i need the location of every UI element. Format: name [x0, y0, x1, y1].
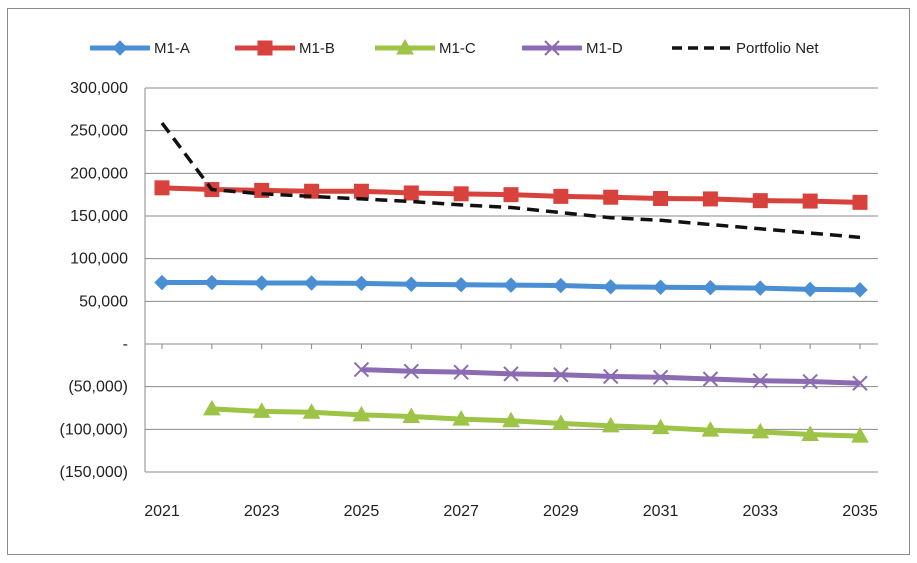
data-point-m1-a	[752, 280, 768, 296]
data-point-m1-a	[802, 281, 818, 298]
data-point-m1-c	[751, 422, 770, 439]
data-point-m1-c	[701, 421, 720, 437]
legend-marker-m1-b	[257, 40, 273, 56]
data-point-m1-a	[204, 274, 220, 291]
data-point-m1-b	[603, 189, 619, 205]
data-point-m1-b	[353, 183, 369, 199]
data-point-m1-d	[453, 364, 469, 380]
data-point-m1-d	[652, 369, 669, 385]
data-point-m1-c	[551, 414, 570, 430]
data-point-m1-b	[802, 193, 818, 209]
data-point-m1-a	[154, 274, 170, 291]
x-tick-label: 2033	[742, 503, 778, 520]
data-point-m1-c	[252, 402, 271, 418]
data-point-m1-d	[603, 368, 619, 385]
y-tick-label: 150,000	[70, 208, 128, 225]
data-point-m1-a	[852, 282, 868, 298]
data-point-m1-c	[402, 407, 421, 424]
data-point-m1-a	[353, 275, 370, 292]
data-point-m1-a	[254, 275, 270, 291]
legend-marker-m1-a	[112, 40, 128, 56]
data-point-m1-d	[553, 367, 569, 383]
y-tick-label: -	[123, 336, 128, 353]
data-point-m1-a	[503, 277, 519, 293]
data-point-m1-b	[702, 191, 718, 207]
y-tick-label: (100,000)	[60, 421, 129, 438]
data-point-m1-c	[302, 403, 321, 419]
y-tick-label: 250,000	[70, 123, 128, 140]
legend-marker-m1-d	[544, 40, 560, 56]
data-point-m1-c	[352, 405, 371, 422]
data-point-m1-a	[702, 279, 719, 296]
series-line-portfolio-net	[160, 121, 861, 240]
data-point-m1-a	[603, 279, 619, 295]
data-point-m1-d	[852, 375, 868, 391]
series-line-m1-c	[211, 406, 861, 439]
data-point-m1-a	[403, 276, 419, 292]
data-point-m1-a	[303, 275, 320, 291]
legend-label-portfolio-net: Portfolio Net	[736, 40, 819, 57]
data-point-m1-b	[154, 180, 170, 196]
legend-label-m1-d: M1-D	[586, 40, 623, 57]
data-point-m1-d	[702, 371, 719, 387]
data-point-m1-c	[202, 399, 221, 416]
data-point-m1-c	[801, 425, 820, 441]
data-point-m1-b	[852, 194, 868, 210]
legend-marker-m1-c	[396, 38, 414, 55]
data-point-m1-b	[453, 186, 469, 202]
x-tick-label: 2029	[543, 503, 579, 520]
data-point-m1-c	[452, 410, 471, 426]
y-tick-label: 300,000	[70, 80, 128, 97]
y-tick-label: 200,000	[70, 165, 128, 182]
y-tick-label: (150,000)	[60, 464, 129, 481]
data-point-m1-a	[453, 276, 469, 293]
data-point-m1-b	[553, 188, 569, 204]
data-point-m1-d	[403, 363, 419, 380]
legend-label-m1-c: M1-C	[439, 40, 476, 57]
data-point-m1-b	[503, 187, 519, 203]
y-tick-label: 50,000	[79, 293, 128, 310]
legend-label-m1-a: M1-A	[154, 40, 190, 57]
data-point-m1-c	[502, 411, 520, 428]
legend-label-m1-b: M1-B	[299, 40, 335, 57]
y-tick-label: 100,000	[70, 251, 128, 268]
data-point-m1-d	[503, 366, 519, 382]
x-tick-label: 2021	[144, 503, 180, 520]
data-point-m1-a	[652, 279, 669, 295]
data-point-m1-d	[752, 372, 768, 389]
data-point-m1-b	[403, 185, 419, 201]
data-point-m1-c	[851, 427, 869, 443]
x-tick-label: 2027	[443, 503, 479, 520]
x-tick-label: 2025	[344, 503, 380, 520]
data-point-m1-b	[653, 191, 669, 207]
x-tick-label: 2023	[244, 503, 280, 520]
x-tick-label: 2035	[842, 503, 878, 520]
data-point-m1-a	[553, 277, 569, 294]
data-point-m1-d	[353, 361, 370, 378]
data-point-m1-c	[601, 416, 620, 433]
y-tick-label: (50,000)	[68, 379, 128, 396]
data-point-m1-d	[802, 373, 818, 390]
data-point-m1-c	[651, 418, 670, 435]
data-point-m1-b	[752, 193, 768, 209]
x-tick-label: 2031	[643, 503, 679, 520]
